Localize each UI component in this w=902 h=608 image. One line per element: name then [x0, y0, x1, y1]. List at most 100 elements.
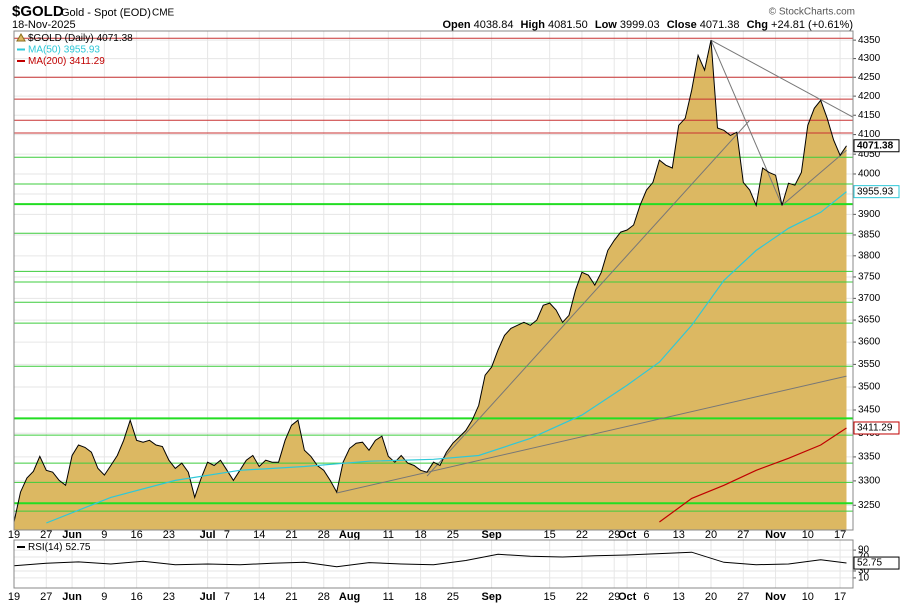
last-value-box	[853, 421, 900, 435]
series-line	[14, 551, 847, 568]
x-tick-label: 18	[414, 529, 426, 541]
x-tick-label: Jul	[200, 591, 216, 603]
copyright: © StockCharts.com	[769, 7, 855, 18]
x-tick-label: 28	[318, 591, 330, 603]
quote-value: +24.81 (+0.61%)	[771, 19, 853, 31]
series-line	[46, 191, 847, 524]
x-tick-label: 7	[224, 529, 230, 541]
x-tick-label: Nov	[765, 529, 787, 541]
x-tick-label: 25	[447, 529, 459, 541]
last-value-box	[853, 556, 900, 570]
x-tick-label: 7	[224, 591, 230, 603]
x-tick-label: 19	[8, 591, 20, 603]
x-tick-label: 11	[383, 591, 394, 603]
legend-name: $GOLD (Daily)	[28, 33, 94, 44]
x-tick-label: Jun	[62, 529, 82, 541]
y-tick-label: 3450	[858, 405, 881, 416]
plot-layer	[14, 37, 853, 530]
x-tick-label: 6	[643, 529, 649, 541]
legend-value: 3411.29	[69, 56, 105, 67]
x-tick-label: 11	[383, 529, 394, 541]
trend-line	[781, 149, 847, 206]
x-tick-label: Aug	[339, 591, 360, 603]
series-area	[14, 40, 847, 530]
x-tick-label: Sep	[481, 529, 501, 541]
trend-line	[336, 375, 847, 494]
legend-entry: MA(200) 3411.29	[28, 56, 105, 67]
last-value-box	[853, 139, 900, 153]
x-tick-label: 10	[802, 591, 814, 603]
x-tick-label: Jun	[62, 591, 82, 603]
legend-entry: RSI(14) 52.75	[28, 542, 91, 553]
y-tick-label: 3650	[858, 315, 881, 326]
x-tick-label: 23	[163, 591, 175, 603]
x-tick-label: 15	[544, 591, 556, 603]
exchange: CME	[152, 8, 175, 19]
symbol: $GOLD	[12, 3, 64, 20]
x-tick-label: Sep	[481, 591, 501, 603]
instrument-name: Gold - Spot (EOD)	[61, 7, 151, 19]
x-tick-label: 28	[318, 529, 330, 541]
x-tick-label: Oct	[618, 591, 637, 603]
x-tick-label: 21	[285, 591, 297, 603]
plot-layer	[14, 551, 847, 568]
trend-line	[710, 39, 783, 206]
x-tick-label: 9	[101, 529, 107, 541]
legend-name: RSI(14)	[28, 542, 62, 553]
x-tick-label: 29	[608, 591, 620, 603]
y-tick-label: 3800	[858, 250, 881, 261]
legend-value: 3955.93	[64, 44, 101, 55]
y-tick-label: 3550	[858, 359, 881, 370]
x-tick-label: 20	[705, 529, 717, 541]
y-tick-label: 3250	[858, 500, 881, 511]
y-tick-label: 4300	[858, 53, 881, 64]
x-tick-label: 20	[705, 591, 717, 603]
y-tick-label: 4000	[858, 169, 881, 180]
last-value-label: 52.75	[857, 558, 882, 569]
y-tick-label: 4100	[858, 129, 881, 140]
x-tick-label: 21	[285, 529, 297, 541]
trend-line	[710, 39, 853, 118]
x-tick-label: 19	[8, 529, 20, 541]
x-tick-label: 22	[576, 591, 588, 603]
quote: Open 4038.84 High 4081.50 Low 3999.03 Cl…	[442, 19, 853, 31]
quote-label: Close	[667, 19, 697, 31]
x-tick-label: 27	[40, 529, 52, 541]
last-value-label: 4071.38	[857, 140, 894, 151]
y-tick-label: 3850	[858, 230, 881, 241]
quote-value: 4081.50	[548, 19, 588, 31]
y-tick-label: 30	[858, 566, 870, 577]
plot-frame	[13, 539, 854, 589]
y-tick-label: 3900	[858, 209, 881, 220]
x-tick-label: Aug	[339, 529, 360, 541]
x-tick-label: 17	[834, 529, 846, 541]
x-tick-label: 16	[130, 529, 142, 541]
trend-line	[426, 119, 751, 477]
x-tick-label: 27	[737, 529, 749, 541]
x-tick-label: Nov	[765, 591, 787, 603]
legend-entry: $GOLD (Daily) 4071.38	[28, 33, 133, 44]
last-value-label: 3411.29	[857, 423, 893, 434]
x-tick-label: Oct	[618, 529, 637, 541]
x-tick-label: 17	[834, 591, 846, 603]
x-tick-label: 22	[576, 529, 588, 541]
x-tick-label: 15	[544, 529, 556, 541]
last-value-label: 3955.93	[857, 186, 894, 197]
y-tick-label: 4250	[858, 72, 881, 83]
quote-label: Chg	[747, 19, 768, 31]
last-value-box	[853, 185, 900, 199]
date: 18-Nov-2025	[12, 19, 76, 31]
legend-name: MA(50)	[28, 44, 61, 55]
x-tick-label: 27	[737, 591, 749, 603]
x-tick-label: 13	[673, 529, 685, 541]
y-tick-label: 3500	[858, 382, 881, 393]
y-tick-label: 4050	[858, 149, 881, 160]
legend-value: 4071.38	[97, 33, 134, 44]
y-tick-label: 10	[858, 573, 870, 584]
quote-label: Low	[595, 19, 617, 31]
quote-label: Open	[442, 19, 470, 31]
quote-value: 4038.84	[474, 19, 514, 31]
x-tick-label: 23	[163, 529, 175, 541]
